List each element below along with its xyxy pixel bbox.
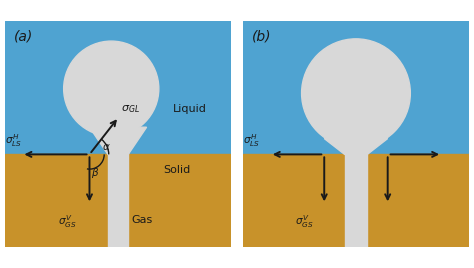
- Polygon shape: [90, 127, 146, 154]
- Bar: [5, 154, 231, 247]
- Text: Solid: Solid: [164, 165, 191, 175]
- Text: (b): (b): [252, 30, 271, 44]
- Bar: [345, 152, 367, 247]
- Text: $\sigma_{LS}^{H}$: $\sigma_{LS}^{H}$: [5, 132, 22, 149]
- Polygon shape: [324, 139, 388, 154]
- Text: $\alpha$: $\alpha$: [102, 142, 110, 152]
- Text: (a): (a): [14, 30, 33, 44]
- Text: $\sigma_{GL}$: $\sigma_{GL}$: [121, 103, 140, 115]
- Text: $\sigma_{GS}^{V}$: $\sigma_{GS}^{V}$: [295, 213, 313, 230]
- Text: $\sigma_{LS}^{H}$: $\sigma_{LS}^{H}$: [243, 132, 260, 149]
- Text: $\sigma_{GS}^{V}$: $\sigma_{GS}^{V}$: [58, 213, 76, 230]
- Text: $\beta$: $\beta$: [91, 166, 99, 180]
- Circle shape: [301, 39, 410, 148]
- Bar: [108, 152, 128, 247]
- Text: Gas: Gas: [132, 215, 153, 225]
- Text: Liquid: Liquid: [173, 104, 206, 114]
- Circle shape: [64, 41, 159, 136]
- Bar: [243, 154, 469, 247]
